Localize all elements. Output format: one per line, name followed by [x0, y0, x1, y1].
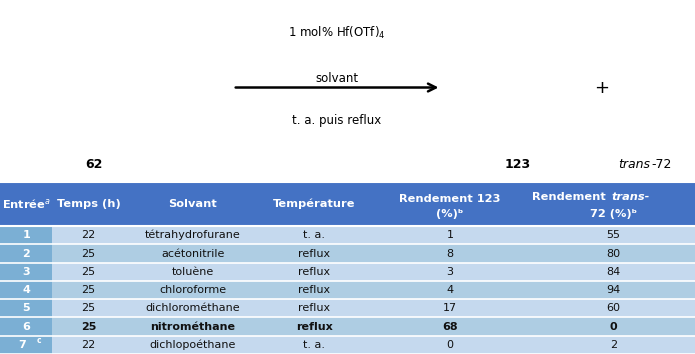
- FancyBboxPatch shape: [0, 318, 52, 336]
- Text: 25: 25: [81, 321, 97, 332]
- Text: trans: trans: [619, 158, 651, 171]
- FancyBboxPatch shape: [52, 281, 695, 299]
- Text: 1 mol% Hf(OTf)$_4$: 1 mol% Hf(OTf)$_4$: [288, 25, 386, 41]
- Text: 3: 3: [22, 267, 30, 277]
- FancyBboxPatch shape: [52, 318, 695, 336]
- Text: reflux: reflux: [298, 285, 331, 295]
- FancyBboxPatch shape: [52, 263, 695, 281]
- Text: acétonitrile: acétonitrile: [161, 249, 224, 258]
- Text: nitrométhane: nitrométhane: [150, 321, 236, 332]
- Text: dichlorométhane: dichlorométhane: [145, 303, 240, 313]
- Text: 60: 60: [606, 303, 621, 313]
- Text: 1: 1: [22, 230, 30, 240]
- Text: solvant: solvant: [316, 72, 359, 85]
- Text: 7: 7: [19, 340, 26, 350]
- Text: dichloроéthane: dichloроéthane: [149, 339, 236, 350]
- FancyBboxPatch shape: [0, 182, 695, 226]
- Text: 55: 55: [606, 230, 621, 240]
- Text: 25: 25: [81, 285, 96, 295]
- Text: 84: 84: [606, 267, 621, 277]
- Text: 68: 68: [442, 321, 458, 332]
- Text: 1: 1: [446, 230, 454, 240]
- FancyBboxPatch shape: [0, 336, 52, 354]
- Text: t. a.: t. a.: [304, 340, 325, 350]
- Text: 4: 4: [446, 285, 454, 295]
- FancyBboxPatch shape: [52, 244, 695, 263]
- FancyBboxPatch shape: [0, 244, 52, 263]
- Text: 0: 0: [610, 321, 617, 332]
- Text: reflux: reflux: [298, 267, 331, 277]
- FancyBboxPatch shape: [52, 299, 695, 318]
- Text: 25: 25: [81, 249, 96, 258]
- Text: 8: 8: [446, 249, 454, 258]
- FancyBboxPatch shape: [0, 263, 52, 281]
- FancyBboxPatch shape: [52, 336, 695, 354]
- Text: 4: 4: [22, 285, 30, 295]
- Text: 25: 25: [81, 267, 96, 277]
- Text: reflux: reflux: [296, 321, 333, 332]
- Text: 94: 94: [606, 285, 621, 295]
- Text: Solvant: Solvant: [168, 199, 218, 209]
- Text: +: +: [594, 79, 609, 97]
- Text: Rendement 123: Rendement 123: [399, 194, 501, 204]
- Text: chloroforme: chloroforme: [159, 285, 227, 295]
- Text: 17: 17: [443, 303, 457, 313]
- Text: t. a. puis reflux: t. a. puis reflux: [293, 114, 382, 127]
- Text: toluène: toluène: [172, 267, 214, 277]
- Text: Rendement: Rendement: [532, 192, 610, 202]
- Text: t. a.: t. a.: [304, 230, 325, 240]
- Text: 72 (%)ᵇ: 72 (%)ᵇ: [590, 209, 637, 219]
- Text: 62: 62: [85, 158, 103, 171]
- Text: tétrahydrofurane: tétrahydrofurane: [145, 230, 240, 240]
- Text: trans-: trans-: [612, 192, 650, 202]
- Text: 3: 3: [446, 267, 454, 277]
- FancyBboxPatch shape: [52, 226, 695, 244]
- Text: 123: 123: [505, 158, 531, 171]
- Text: reflux: reflux: [298, 303, 331, 313]
- Text: -72: -72: [651, 158, 671, 171]
- Text: 5: 5: [22, 303, 30, 313]
- Text: 80: 80: [606, 249, 621, 258]
- Text: 25: 25: [81, 303, 96, 313]
- Text: 2: 2: [610, 340, 617, 350]
- Text: Temps (h): Temps (h): [57, 199, 120, 209]
- Text: (%)ᵇ: (%)ᵇ: [436, 209, 464, 219]
- Text: 0: 0: [446, 340, 454, 350]
- Text: 2: 2: [22, 249, 30, 258]
- FancyBboxPatch shape: [0, 281, 52, 299]
- Text: 22: 22: [81, 230, 96, 240]
- Text: 6: 6: [22, 321, 30, 332]
- Text: 22: 22: [81, 340, 96, 350]
- Text: Température: Température: [273, 199, 356, 210]
- Text: Entrée$^a$: Entrée$^a$: [1, 198, 51, 211]
- Text: c: c: [36, 336, 41, 346]
- FancyBboxPatch shape: [0, 226, 52, 244]
- Text: reflux: reflux: [298, 249, 331, 258]
- FancyBboxPatch shape: [0, 299, 52, 318]
